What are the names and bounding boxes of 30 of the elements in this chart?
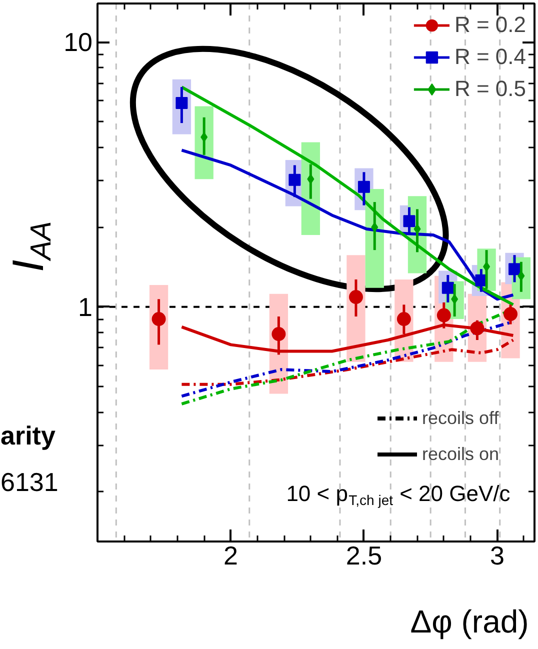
line-series [180,148,515,301]
point [272,327,286,342]
x-tick-label: 2.5 [346,540,382,570]
point [436,308,451,322]
point [403,215,416,228]
y-tick-label: 1 [78,292,93,322]
annotation: recoils off [422,408,499,428]
point [371,222,378,232]
x-tick-label: 2 [224,540,238,570]
point [348,290,363,304]
point [396,312,411,326]
y-axis-title: IAA [4,221,58,272]
legend-label: R = 0.2 [454,12,526,38]
line-series [180,338,515,386]
point [200,132,208,142]
annotation: recoils on [422,444,500,464]
text: 6131 [0,466,58,497]
point [518,270,525,281]
point [176,97,188,110]
legend-label: R = 0.5 [454,76,526,102]
y-tick-label: 10 [64,27,92,58]
point [470,321,484,336]
point [152,312,166,326]
x-tick-label: 3 [490,540,504,570]
point [307,174,314,184]
point [483,262,490,272]
legend-label: R = 0.4 [454,44,526,70]
text: arity [0,420,56,450]
point [504,307,518,322]
x-axis-title: Δφ (rad) [410,604,529,640]
